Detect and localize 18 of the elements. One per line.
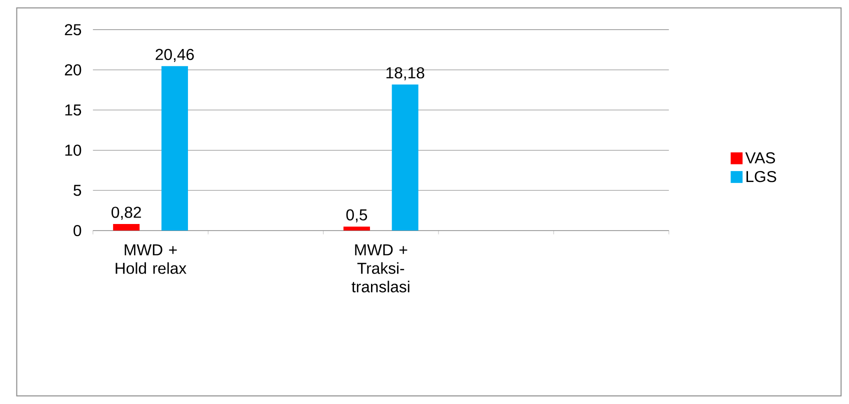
y-tick-label: 5 [74, 185, 82, 196]
bar [343, 226, 370, 231]
bar [113, 224, 140, 231]
y-tick-label: 25 [64, 24, 82, 36]
data-label: 0,82 [112, 206, 141, 220]
x-tick-label: MWD + Traksi-translasi [352, 244, 410, 292]
y-tick-label: 15 [65, 104, 82, 116]
legend-label: LGS [746, 171, 776, 182]
data-label: 20,46 [156, 48, 194, 62]
data-label: 0,5 [346, 209, 368, 222]
y-tick-label: 0 [74, 225, 82, 236]
x-tick-label: MWD + Hold relax [116, 244, 186, 274]
y-tick-label: 10 [65, 144, 82, 156]
legend-label: VAS [745, 152, 775, 164]
y-tick-label: 20 [64, 64, 82, 76]
data-label: 18,18 [386, 67, 424, 80]
bar [161, 66, 188, 231]
bar [392, 84, 418, 231]
